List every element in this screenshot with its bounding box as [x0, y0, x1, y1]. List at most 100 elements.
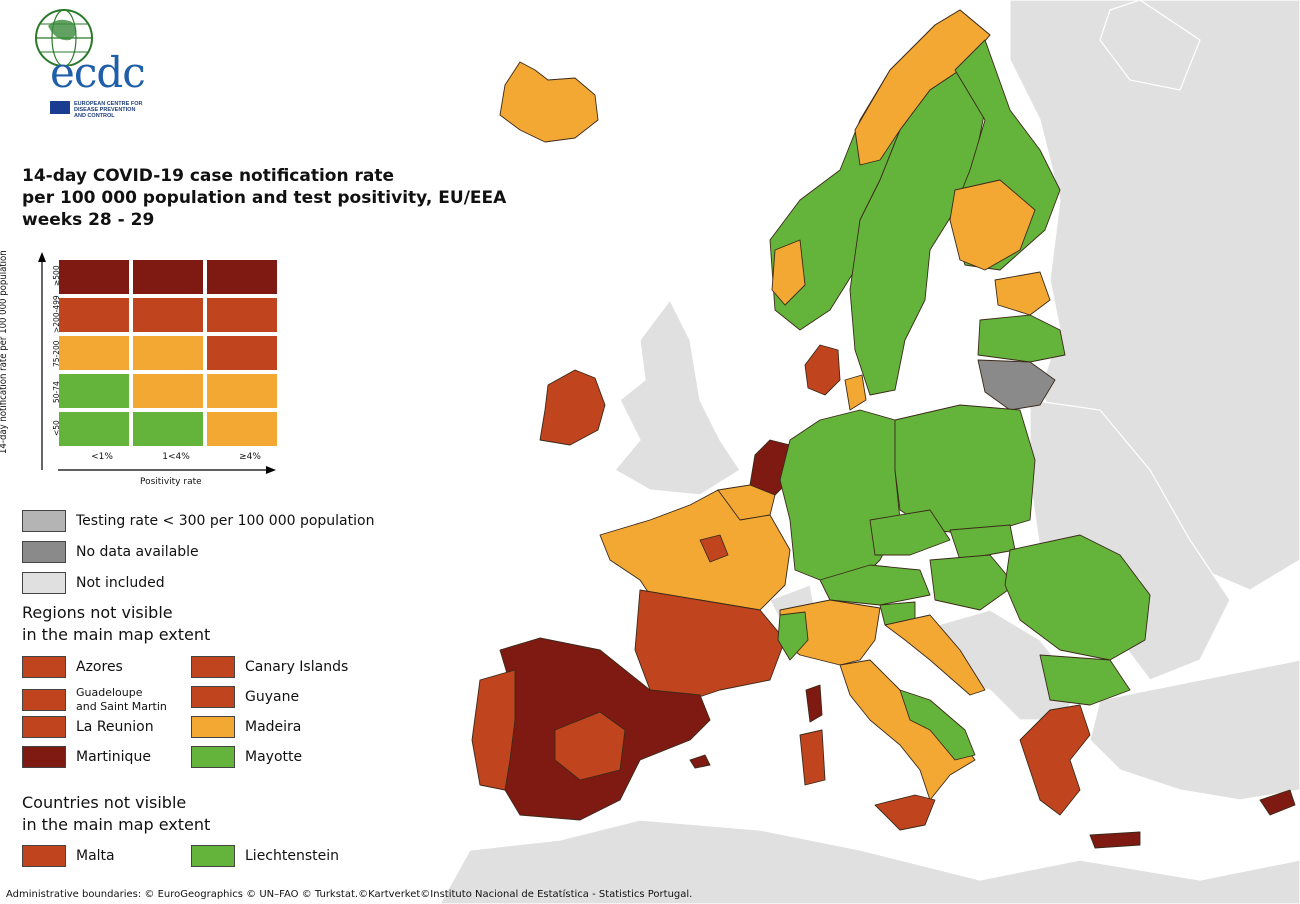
ecdc-wordmark: ecdc: [50, 48, 146, 97]
legend-item: Malta: [22, 845, 115, 867]
matrix-column-label: <1%: [91, 452, 113, 462]
crete: [1089, 831, 1141, 849]
regions-heading: Regions not visible in the main map exte…: [22, 603, 211, 644]
denmark: [804, 344, 841, 396]
balearic-islands: [689, 754, 711, 769]
legend-testing-rate: Testing rate < 300 per 100 000 populatio…: [22, 510, 374, 532]
legend-item: Guadeloupe and Saint Martin: [22, 686, 167, 714]
legend-label: La Reunion: [76, 719, 154, 735]
matrix-cell: [206, 335, 278, 371]
czechia: [869, 509, 951, 556]
matrix-cell: [58, 259, 130, 295]
croatia: [884, 614, 986, 696]
legend-swatch: [191, 845, 235, 867]
iceland: [499, 61, 599, 143]
legend-label: Azores: [76, 659, 123, 675]
matrix-row-label: <50: [52, 420, 61, 436]
legend-item: Canary Islands: [191, 656, 348, 678]
cyprus: [1259, 789, 1296, 816]
legend-swatch: [22, 746, 66, 768]
legend-no-data: No data available: [22, 541, 199, 563]
norway-west-orange: [771, 239, 806, 306]
italy-northwest-green: [777, 611, 809, 661]
map-title: 14-day COVID-19 case notification rate p…: [22, 166, 507, 230]
legend-label: Madeira: [245, 719, 302, 735]
legend-label: Liechtenstein: [245, 848, 340, 864]
matrix-row-label: 50-74: [52, 380, 61, 403]
paris-region: [699, 534, 729, 563]
legend-swatch: [191, 656, 235, 678]
legend-swatch: [22, 510, 66, 532]
matrix-cell: [132, 411, 204, 447]
legend-item: Azores: [22, 656, 123, 678]
matrix-cell: [132, 373, 204, 409]
matrix-column-label: ≥4%: [239, 452, 261, 462]
legend-matrix: [58, 259, 280, 449]
legend-item: Mayotte: [191, 746, 302, 768]
matrix-x-axis-label: Positivity rate: [140, 477, 202, 487]
latvia: [977, 314, 1066, 363]
legend-swatch: [22, 541, 66, 563]
legend-swatch: [191, 686, 235, 708]
lithuania: [977, 359, 1056, 411]
finland-south-orange: [949, 179, 1036, 271]
globe-icon: [35, 9, 93, 66]
matrix-cell: [58, 335, 130, 371]
slovakia: [949, 524, 1016, 561]
northern-scandinavia-landmass: [1099, 0, 1201, 91]
legend-label: Guyane: [245, 689, 300, 705]
legend-swatch: [22, 845, 66, 867]
matrix-row-label: >200-499: [52, 295, 61, 334]
matrix-cell: [132, 297, 204, 333]
matrix-cell: [132, 335, 204, 371]
spain-center-red: [554, 711, 626, 781]
matrix-cell: [206, 297, 278, 333]
legend-swatch: [191, 746, 235, 768]
legend-label: Mayotte: [245, 749, 303, 765]
sicily: [874, 794, 936, 831]
ecdc-logo: ecdc EUROPEAN CENTRE FOR DISEASE PREVENT…: [22, 6, 152, 119]
greece: [1019, 704, 1091, 816]
legend-swatch: [22, 572, 66, 594]
romania: [1004, 534, 1151, 661]
legend-label: Malta: [76, 848, 115, 864]
attribution-footer: Administrative boundaries: © EuroGeograp…: [6, 889, 693, 900]
legend-swatch: [22, 716, 66, 738]
legend-label: Guadeloupe and Saint Martin: [76, 686, 167, 713]
legend-not-included: Not included: [22, 572, 165, 594]
denmark-islands: [844, 374, 867, 411]
legend-item: Liechtenstein: [191, 845, 339, 867]
eu-flag-icon: [50, 101, 70, 114]
sardinia: [799, 729, 826, 786]
estonia: [994, 271, 1051, 316]
sweden: [849, 69, 986, 396]
matrix-cell: [58, 297, 130, 333]
uk-landmass: [614, 298, 741, 496]
legend-item: La Reunion: [22, 716, 154, 738]
portugal: [471, 669, 516, 791]
italy-south-green: [899, 689, 976, 761]
legend-swatch: [22, 656, 66, 678]
legend-label: Martinique: [76, 749, 151, 765]
legend-swatch: [191, 716, 235, 738]
legend-label: Canary Islands: [245, 659, 349, 675]
germany: [779, 409, 901, 581]
north-africa-landmass: [439, 819, 1300, 904]
matrix-cell: [58, 411, 130, 447]
legend-item: Martinique: [22, 746, 151, 768]
bulgaria: [1039, 654, 1131, 706]
legend-item: Madeira: [191, 716, 301, 738]
matrix-cell: [58, 373, 130, 409]
france-south-red: [634, 589, 786, 701]
turkey-landmass: [1089, 659, 1300, 801]
matrix-cell: [206, 373, 278, 409]
matrix-cell: [206, 259, 278, 295]
matrix-cell: [132, 259, 204, 295]
matrix-row-label: 75-200: [52, 340, 61, 367]
countries-heading: Countries not visible in the main map ex…: [22, 793, 211, 834]
legend-item: Guyane: [191, 686, 299, 708]
matrix-y-axis-label: 14-day notification rate per 100 000 pop…: [0, 250, 9, 454]
matrix-cell: [206, 411, 278, 447]
corsica: [805, 684, 823, 723]
